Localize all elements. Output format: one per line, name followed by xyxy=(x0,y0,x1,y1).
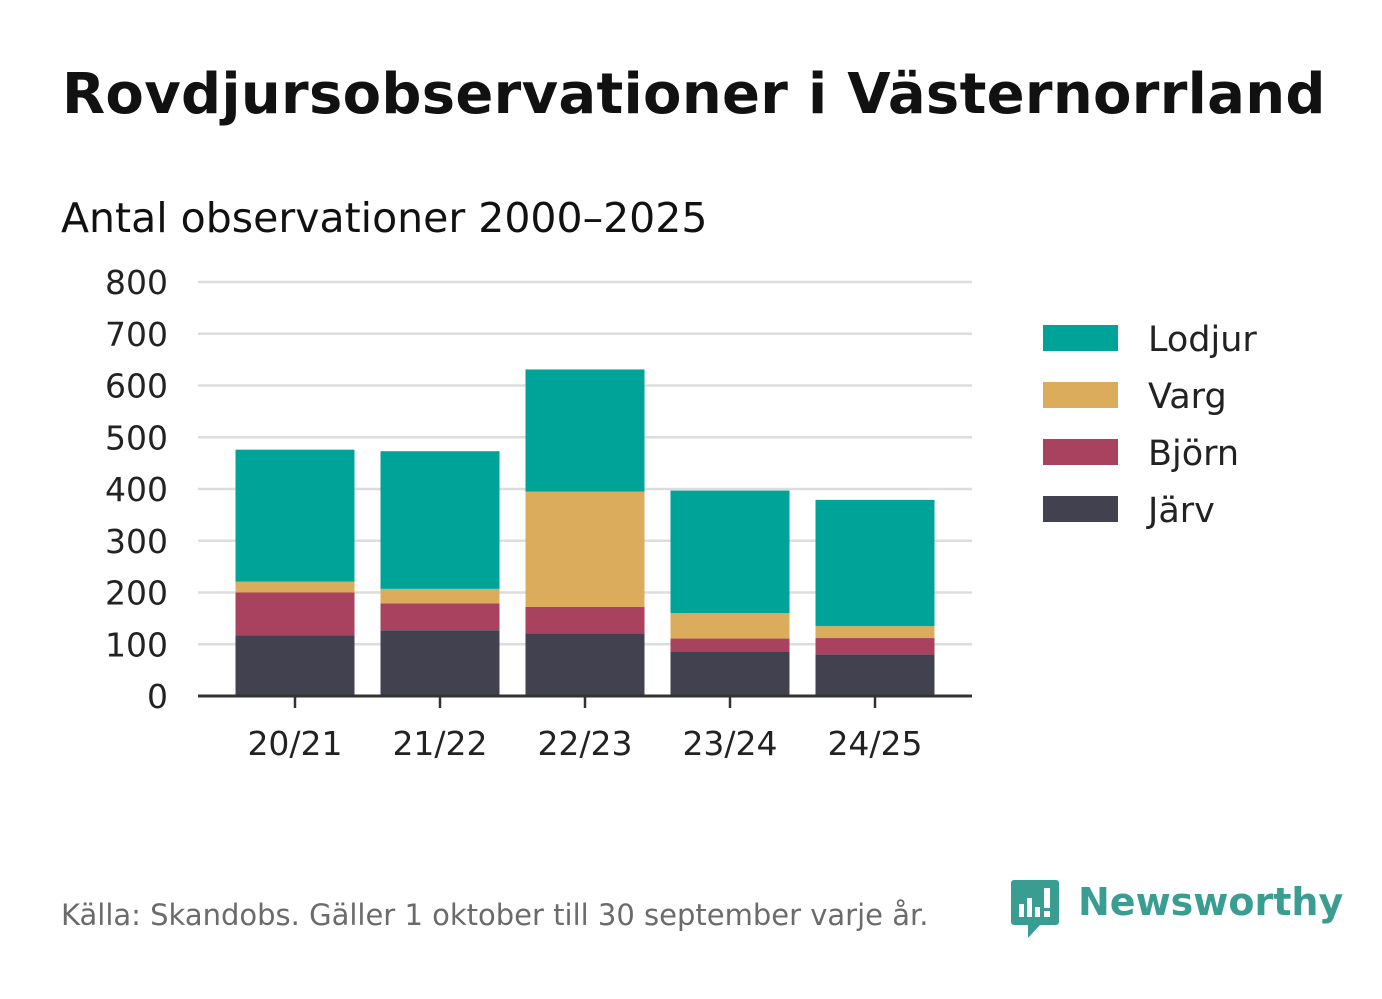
brand-logo[interactable]: Newsworthy xyxy=(1010,878,1343,940)
bar-segment-järv-21-22 xyxy=(380,630,500,696)
y-tick-label: 700 xyxy=(105,315,168,354)
legend-swatch-varg xyxy=(1043,382,1118,408)
bar-segment-lodjur-23-24 xyxy=(670,490,790,614)
bar-segment-järv-20-21 xyxy=(235,635,355,696)
bar-segment-lodjur-21-22 xyxy=(380,451,500,589)
legend: Lodjur Varg Björn Järv xyxy=(1043,320,1257,531)
y-tick-label: 0 xyxy=(147,677,168,716)
y-tick-label: 300 xyxy=(105,522,168,561)
x-tick-label: 20/21 xyxy=(247,724,342,763)
bar-segment-varg-21-22 xyxy=(380,588,500,604)
bar-segment-björn-24-25 xyxy=(815,638,935,655)
bar-segment-järv-22-23 xyxy=(525,633,645,696)
chart-title: Rovdjursobservationer i Västernorrland xyxy=(62,62,1326,127)
y-tick-label: 800 xyxy=(105,263,168,302)
newsworthy-logo-icon xyxy=(1011,880,1059,938)
x-axis-ticks: 20/21 21/22 22/23 23/24 24/25 xyxy=(247,696,923,763)
y-tick-label: 100 xyxy=(105,625,168,664)
legend-label-lodjur: Lodjur xyxy=(1148,320,1257,360)
legend-label-varg: Varg xyxy=(1148,377,1227,417)
bar-segment-björn-22-23 xyxy=(525,606,645,634)
x-tick-label: 24/25 xyxy=(827,724,922,763)
bar-segment-varg-24-25 xyxy=(815,626,935,639)
chart-subtitle: Antal observationer 2000–2025 xyxy=(61,194,708,242)
source-note: Källa: Skandobs. Gäller 1 oktober till 3… xyxy=(61,898,929,932)
bar-segment-järv-24-25 xyxy=(815,654,935,696)
x-tick-label: 21/22 xyxy=(392,724,487,763)
y-axis-ticks: 0 100 200 300 400 500 600 700 800 xyxy=(105,263,168,716)
bar-segment-björn-23-24 xyxy=(670,638,790,653)
legend-swatch-björn xyxy=(1043,439,1118,465)
brand-name: Newsworthy xyxy=(1078,880,1344,924)
y-tick-label: 200 xyxy=(105,574,168,613)
bars xyxy=(235,369,935,696)
bar-segment-björn-21-22 xyxy=(380,603,500,631)
legend-label-järv: Järv xyxy=(1146,491,1215,531)
bar-segment-varg-20-21 xyxy=(235,581,355,593)
legend-swatch-lodjur xyxy=(1043,325,1118,351)
x-tick-label: 23/24 xyxy=(682,724,777,763)
legend-label-björn: Björn xyxy=(1148,434,1239,474)
x-tick-label: 22/23 xyxy=(537,724,632,763)
bar-segment-järv-23-24 xyxy=(670,652,790,696)
bar-segment-lodjur-22-23 xyxy=(525,369,645,492)
y-tick-label: 600 xyxy=(105,367,168,406)
bar-segment-lodjur-24-25 xyxy=(815,499,935,627)
bar-segment-björn-20-21 xyxy=(235,592,355,636)
legend-swatch-järv xyxy=(1043,496,1118,522)
bar-segment-lodjur-20-21 xyxy=(235,449,355,582)
y-tick-label: 400 xyxy=(105,470,168,509)
bar-segment-varg-22-23 xyxy=(525,491,645,607)
bar-segment-varg-23-24 xyxy=(670,613,790,639)
y-tick-label: 500 xyxy=(105,418,168,457)
